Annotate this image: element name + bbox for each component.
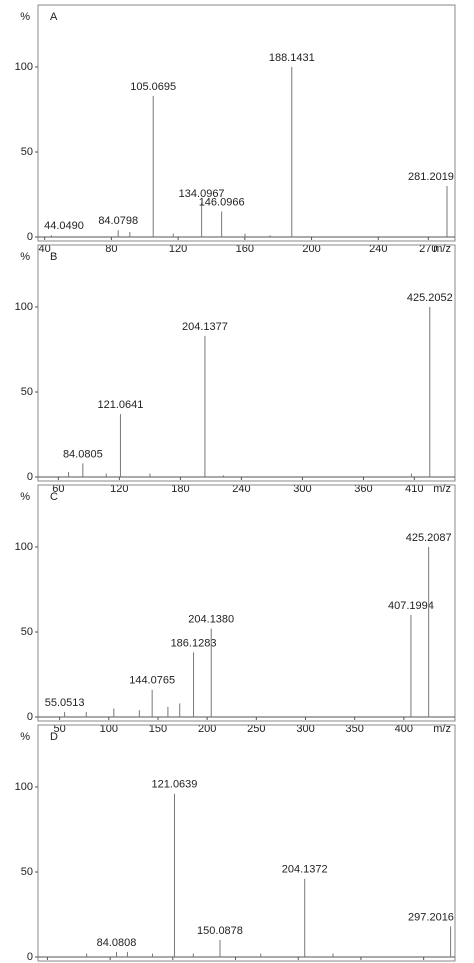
- peak-label: 121.0639: [152, 779, 198, 791]
- y-axis-label: %: [20, 731, 30, 743]
- x-tick-label: 350: [346, 723, 364, 735]
- x-axis-label: m/z: [433, 243, 451, 255]
- y-axis-label: %: [20, 491, 30, 503]
- x-tick-label: 240: [232, 483, 250, 495]
- y-tick-label: 100: [15, 541, 33, 553]
- y-tick-label: 50: [21, 626, 33, 638]
- peak-label: 297.2016: [408, 911, 454, 923]
- x-tick-label: 160: [236, 243, 254, 255]
- x-tick-label: 120: [169, 243, 187, 255]
- peak-label: 105.0695: [130, 81, 176, 93]
- x-tick-label: 250: [247, 723, 265, 735]
- y-axis-label: %: [20, 11, 30, 23]
- x-tick-label: 50: [54, 723, 66, 735]
- x-tick-label: 80: [105, 243, 117, 255]
- peak-label: 84.0805: [63, 448, 103, 460]
- y-tick-label: 0: [27, 951, 33, 963]
- peak-label: 425.2052: [407, 292, 453, 304]
- peak-label: 150.0878: [197, 925, 243, 937]
- x-tick-label: 240: [369, 243, 387, 255]
- peak-label: 188.1431: [269, 52, 315, 64]
- x-tick-label: 60: [52, 483, 64, 495]
- y-tick-label: 0: [27, 711, 33, 723]
- y-tick-label: 50: [21, 146, 33, 158]
- peak-label: 204.1380: [188, 614, 234, 626]
- panel-frame: [37, 4, 456, 242]
- peak-label: 134.0967: [179, 188, 225, 200]
- y-axis-label: %: [20, 251, 30, 263]
- panel-frame: [37, 484, 456, 722]
- peak-label: 55.0513: [45, 697, 85, 709]
- x-axis-label: m/z: [433, 723, 451, 735]
- peak-label: 44.0490: [44, 220, 84, 232]
- panel-label: B: [50, 251, 57, 263]
- x-tick-label: 410: [405, 483, 423, 495]
- peak-label: 84.0808: [97, 937, 137, 949]
- x-tick-label: 300: [296, 723, 314, 735]
- panel-frame: [37, 724, 456, 962]
- peak-label: 204.1372: [282, 864, 328, 876]
- y-tick-label: 0: [27, 471, 33, 483]
- y-tick-label: 100: [15, 301, 33, 313]
- y-tick-label: 100: [15, 781, 33, 793]
- peak-label: 186.1283: [171, 637, 217, 649]
- panel-label: D: [50, 731, 58, 743]
- x-tick-label: 270: [419, 243, 437, 255]
- x-tick-label: 360: [354, 483, 372, 495]
- x-tick-label: 180: [171, 483, 189, 495]
- y-tick-label: 0: [27, 231, 33, 243]
- y-tick-label: 100: [15, 61, 33, 73]
- peak-label: 407.1994: [388, 600, 434, 612]
- y-tick-label: 50: [21, 386, 33, 398]
- peak-label: 146.0966: [199, 196, 245, 208]
- panel-frame: [37, 244, 456, 482]
- x-tick-label: 300: [293, 483, 311, 495]
- x-tick-label: 400: [395, 723, 413, 735]
- peak-label: 121.0641: [98, 399, 144, 411]
- peak-label: 281.2019: [408, 171, 454, 183]
- x-tick-label: 120: [110, 483, 128, 495]
- x-tick-label: 150: [149, 723, 167, 735]
- panel-label: A: [50, 11, 58, 23]
- peak-label: 425.2087: [406, 532, 452, 544]
- panel-label: C: [50, 491, 58, 503]
- x-tick-label: 100: [100, 723, 118, 735]
- y-tick-label: 50: [21, 866, 33, 878]
- x-axis-label: m/z: [433, 483, 451, 495]
- peak-label: 204.1377: [182, 321, 228, 333]
- x-tick-label: 40: [39, 243, 51, 255]
- x-tick-label: 200: [302, 243, 320, 255]
- peak-label: 84.0798: [98, 215, 138, 227]
- peak-label: 144.0765: [129, 675, 175, 687]
- x-tick-label: 200: [198, 723, 216, 735]
